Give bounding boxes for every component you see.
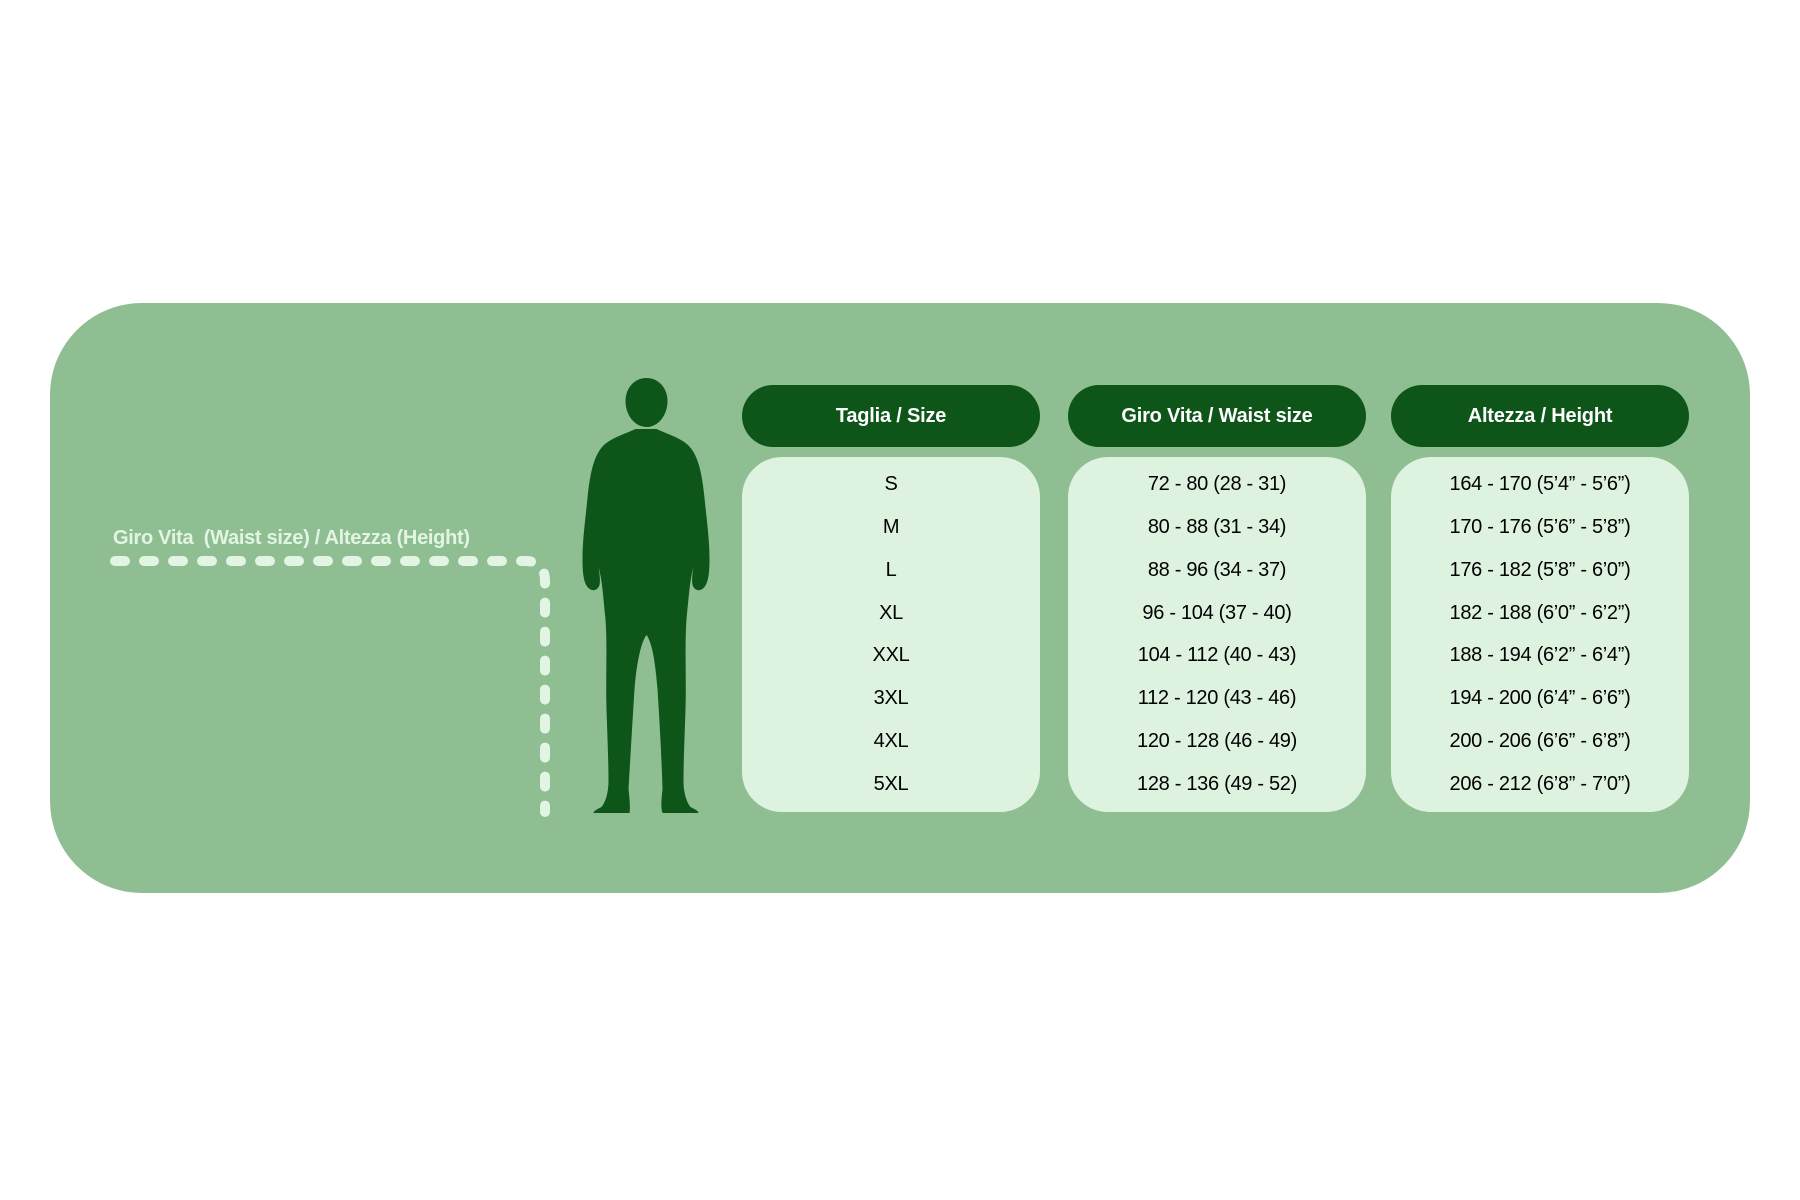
size-values-panel: S M L XL XXL 3XL 4XL 5XL: [742, 457, 1040, 812]
height-cell: 182 - 188 (6’0” - 6’2”): [1449, 601, 1631, 624]
size-chart-board: Giro Vita (Waist size) / Altezza (Height…: [50, 303, 1750, 893]
waist-cell: 88 - 96 (34 - 37): [1147, 558, 1287, 581]
size-cell: XXL: [872, 644, 910, 667]
column-height: Altezza / Height 164 - 170 (5’4” - 5’6”)…: [1391, 385, 1689, 812]
size-cell: 3XL: [873, 687, 909, 710]
waist-cell: 96 - 104 (37 - 40): [1142, 601, 1292, 624]
size-cell: M: [882, 515, 900, 538]
measurement-label: Giro Vita (Waist size) / Altezza (Height…: [113, 527, 470, 549]
size-cell: S: [884, 472, 898, 495]
waist-cell: 128 - 136 (49 - 52): [1137, 773, 1297, 796]
waist-cell: 80 - 88 (31 - 34): [1147, 515, 1287, 538]
man-silhouette-icon: [582, 378, 710, 813]
height-cell: 176 - 182 (5’8” - 6’0”): [1449, 558, 1631, 581]
measurement-dashed-line: [110, 556, 550, 817]
height-values-panel: 164 - 170 (5’4” - 5’6”) 170 - 176 (5’6” …: [1391, 457, 1689, 812]
size-cell: 4XL: [873, 730, 909, 753]
column-header-size: Taglia / Size: [742, 385, 1040, 447]
size-cell: XL: [879, 601, 903, 624]
waist-cell: 104 - 112 (40 - 43): [1137, 644, 1297, 667]
height-cell: 164 - 170 (5’4” - 5’6”): [1449, 472, 1631, 495]
height-cell: 200 - 206 (6’6” - 6’8”): [1449, 730, 1631, 753]
column-header-height: Altezza / Height: [1391, 385, 1689, 447]
column-header-waist: Giro Vita / Waist size: [1068, 385, 1366, 447]
waist-cell: 120 - 128 (46 - 49): [1137, 730, 1297, 753]
height-cell: 188 - 194 (6’2” - 6’4”): [1449, 644, 1631, 667]
size-cell: 5XL: [873, 773, 909, 796]
height-cell: 194 - 200 (6’4” - 6’6”): [1449, 687, 1631, 710]
column-size: Taglia / Size S M L XL XXL 3XL 4XL 5XL: [742, 385, 1040, 812]
size-cell: L: [885, 558, 897, 581]
waist-cell: 112 - 120 (43 - 46): [1137, 687, 1297, 710]
column-waist: Giro Vita / Waist size 72 - 80 (28 - 31)…: [1068, 385, 1366, 812]
waist-values-panel: 72 - 80 (28 - 31) 80 - 88 (31 - 34) 88 -…: [1068, 457, 1366, 812]
waist-cell: 72 - 80 (28 - 31): [1147, 472, 1287, 495]
height-cell: 170 - 176 (5’6” - 5’8”): [1449, 515, 1631, 538]
height-cell: 206 - 212 (6’8” - 7’0”): [1449, 773, 1631, 796]
